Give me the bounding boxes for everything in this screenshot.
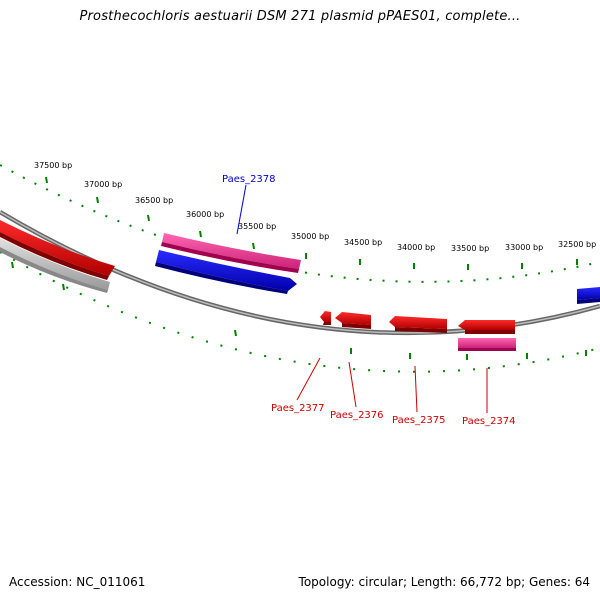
feature-pink-rna xyxy=(161,233,301,273)
gene-label-paes-2376: Paes_2376 xyxy=(330,410,384,421)
ruler-label: 37000 bp xyxy=(84,180,122,189)
ruler-label: 37500 bp xyxy=(34,161,72,170)
ruler-label: 32500 bp xyxy=(558,240,596,249)
gene-paes-2374-arrow[interactable] xyxy=(458,320,515,334)
gene-label-paes-2375: Paes_2375 xyxy=(392,415,446,426)
gene-label-paes-2378: Paes_2378 xyxy=(222,174,276,185)
gene-label-leaders xyxy=(236,184,488,413)
ruler-label: 33000 bp xyxy=(505,243,543,252)
ruler-labels: 37500 bp 37000 bp 36500 bp 36000 bp 3550… xyxy=(34,161,596,253)
ruler-label: 36500 bp xyxy=(135,196,173,205)
gene-paes-2378-arrow[interactable] xyxy=(155,250,297,294)
gene-paes-2376-arrow[interactable] xyxy=(335,312,371,329)
outer-ruler-major-ticks xyxy=(45,176,578,270)
ruler-label: 35500 bp xyxy=(238,222,276,231)
ruler-label: 35000 bp xyxy=(291,232,329,241)
topology-summary: Topology: circular; Length: 66,772 bp; G… xyxy=(298,575,590,589)
gene-label-paes-2377: Paes_2377 xyxy=(271,403,325,414)
ruler-label: 36000 bp xyxy=(186,210,224,219)
feature-pink-rna-2374 xyxy=(458,338,516,351)
ruler-label: 34500 bp xyxy=(344,238,382,247)
feature-red-left xyxy=(0,220,115,280)
ruler-label: 34000 bp xyxy=(397,243,435,252)
gene-label-paes-2374: Paes_2374 xyxy=(462,416,516,427)
ruler-label: 33500 bp xyxy=(451,244,489,253)
gene-paes-2377-arrow[interactable] xyxy=(320,311,331,325)
gene-labels: Paes_2378 Paes_2377 Paes_2376 Paes_2375 … xyxy=(222,174,516,427)
inner-ruler-major-ticks xyxy=(11,261,587,360)
map-title: Prosthecochloris aestuarii DSM 271 plasm… xyxy=(79,9,521,24)
accession-label: Accession: NC_011061 xyxy=(9,575,146,589)
feature-blue-right xyxy=(577,287,600,304)
feature-gray-left xyxy=(0,238,110,293)
gene-paes-2375-arrow[interactable] xyxy=(389,316,447,333)
